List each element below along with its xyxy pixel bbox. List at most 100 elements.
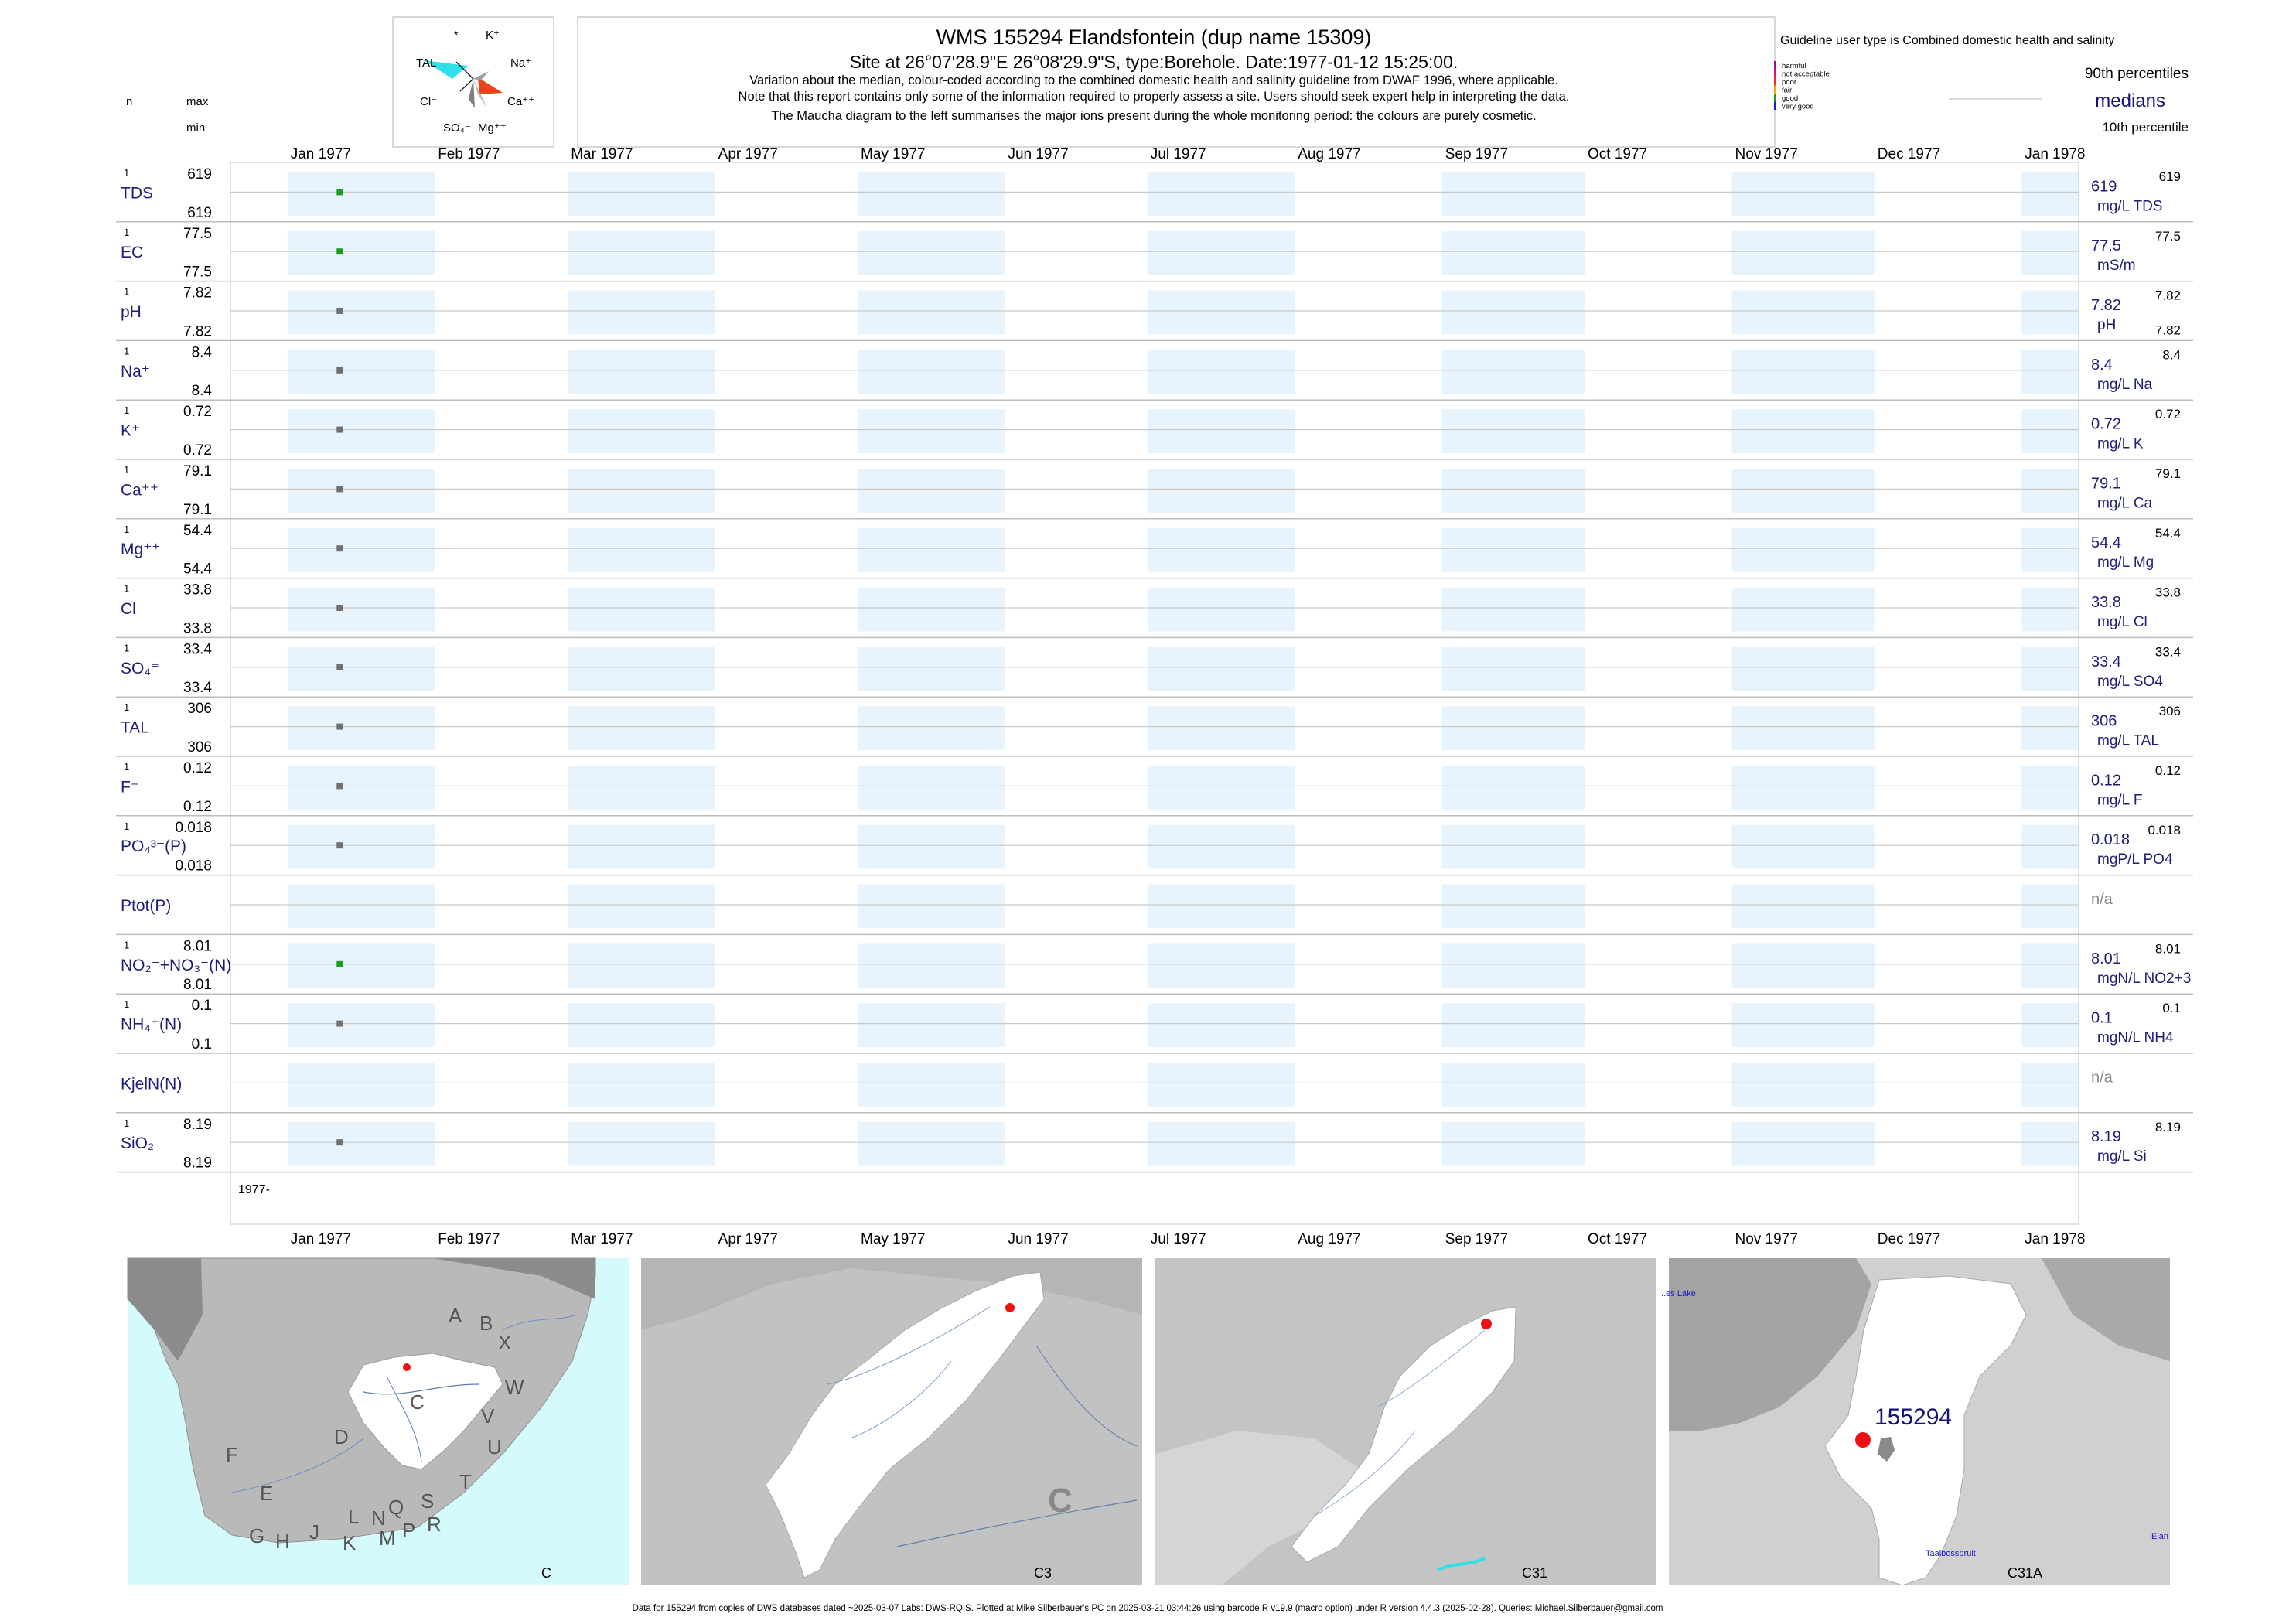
data-point	[336, 1139, 343, 1146]
maucha-label-star: *	[454, 29, 459, 41]
legend-guideline: Guideline user type is Combined domestic…	[1780, 34, 2114, 47]
site-marker-c3	[1005, 1303, 1015, 1312]
row-max: 33.8	[183, 582, 212, 599]
map1-label: C	[541, 1565, 551, 1581]
row-n: 1	[124, 1117, 129, 1129]
row-p90: 306	[2159, 704, 2181, 718]
data-point	[336, 308, 343, 314]
month-band	[1147, 706, 1295, 750]
parameter-row: 1 619 619 TDS 619 mg/L TDS 619	[116, 166, 2193, 223]
title-box: WMS 155294 Elandsfontein (dup name 15309…	[577, 16, 1776, 148]
maucha-label-ca: Ca⁺⁺	[507, 95, 534, 108]
row-median: 33.4	[2091, 653, 2121, 670]
row-median: 54.4	[2091, 534, 2121, 551]
month-band	[568, 409, 715, 453]
row-n: 1	[124, 998, 129, 1010]
month-band	[858, 290, 1005, 335]
parameter-row: KjelN(N) n/a	[116, 1069, 2193, 1114]
row-median: 7.82	[2091, 297, 2121, 314]
month-band	[287, 706, 435, 750]
month-band	[2021, 350, 2079, 394]
top-month-label: Jul 1977	[1151, 146, 1206, 162]
month-band	[858, 587, 1005, 632]
maucha-mg-sector	[473, 79, 487, 108]
parameter-row: 1 77.5 77.5 EC 77.5 mS/m 77.5	[116, 226, 2193, 282]
month-band	[1731, 469, 1875, 513]
note-line-2: Note that this report contains only some…	[739, 90, 1570, 104]
parameter-row: 1 33.8 33.8 Cl⁻ 33.8 mg/L Cl 33.8	[116, 582, 2193, 639]
month-band	[1731, 290, 1875, 335]
row-label: F⁻	[121, 778, 139, 796]
row-max: 54.4	[183, 523, 212, 539]
month-band	[1731, 350, 1875, 394]
map-region-letter: L	[348, 1505, 359, 1528]
month-band	[858, 766, 1005, 810]
row-unit: mS/m	[2097, 258, 2136, 274]
row-n: 1	[124, 642, 129, 653]
row-unit: mg/L Si	[2097, 1148, 2147, 1165]
row-median: 306	[2091, 713, 2117, 730]
month-band	[568, 766, 715, 810]
maucha-label-k: K⁺	[486, 29, 500, 42]
month-band	[1147, 884, 1295, 929]
row-max: 0.72	[183, 404, 212, 420]
month-band	[287, 409, 435, 453]
row-p90: 619	[2159, 169, 2181, 184]
month-band	[2021, 527, 2079, 572]
month-band	[1441, 587, 1585, 632]
month-band	[568, 469, 715, 513]
row-median: 8.4	[2091, 357, 2113, 374]
row-label: TDS	[121, 184, 153, 202]
month-band	[1731, 409, 1875, 453]
row-max: 8.4	[192, 344, 213, 360]
month-band	[1147, 647, 1295, 691]
parameter-row: 1 33.4 33.4 SO₄⁼ 33.4 mg/L SO4 33.4	[116, 641, 2193, 698]
data-point	[336, 248, 343, 255]
bottom-month-label: Apr 1977	[718, 1231, 778, 1247]
row-n: 1	[124, 286, 129, 298]
row-max: 619	[187, 166, 212, 183]
data-point	[336, 783, 343, 790]
month-band	[1441, 706, 1585, 750]
month-band	[1147, 230, 1295, 275]
month-band	[1441, 1003, 1585, 1047]
month-band	[287, 884, 435, 929]
legend-swatch	[1774, 101, 1776, 110]
map3-label: C31	[1522, 1565, 1547, 1581]
month-band	[287, 824, 435, 869]
row-p90: 0.018	[2148, 823, 2181, 838]
row-max: 8.01	[183, 938, 212, 954]
legend-swatch	[1774, 85, 1776, 94]
row-unit: mg/L F	[2097, 792, 2142, 808]
row-n: 1	[124, 345, 129, 357]
parameter-row: 1 306 306 TAL 306 mg/L TAL 306	[116, 701, 2193, 757]
month-band	[858, 706, 1005, 750]
row-min: 0.1	[192, 1036, 212, 1053]
row-p90: 0.12	[2155, 763, 2181, 778]
place-label-taaibosspruit: Taaibosspruit	[1926, 1549, 1976, 1558]
month-band	[858, 647, 1005, 691]
map-region-letter: N	[371, 1506, 386, 1530]
month-band	[1147, 527, 1295, 572]
row-min: 8.19	[183, 1155, 212, 1172]
month-band	[568, 230, 715, 275]
month-band	[1731, 1003, 1875, 1047]
chart-frame	[230, 162, 2079, 1225]
map-panel-c31: C31	[1155, 1258, 1656, 1585]
bottom-month-label: Dec 1977	[1878, 1231, 1940, 1247]
legend-swatch	[1774, 94, 1776, 102]
row-min: 79.1	[183, 502, 212, 518]
row-median: 0.018	[2091, 831, 2130, 848]
map-region-letter: C	[410, 1390, 425, 1414]
month-band	[1441, 409, 1585, 453]
bottom-month-label: Mar 1977	[571, 1231, 633, 1247]
row-p90: 8.4	[2162, 347, 2181, 362]
month-band	[568, 884, 715, 929]
row-p90: 7.82	[2155, 288, 2181, 303]
legend: Guideline user type is Combined domestic…	[1774, 34, 2189, 135]
month-band	[568, 706, 715, 750]
month-band	[1441, 230, 1585, 275]
row-n: 1	[124, 821, 129, 832]
month-band	[858, 230, 1005, 275]
month-band	[858, 1063, 1005, 1107]
